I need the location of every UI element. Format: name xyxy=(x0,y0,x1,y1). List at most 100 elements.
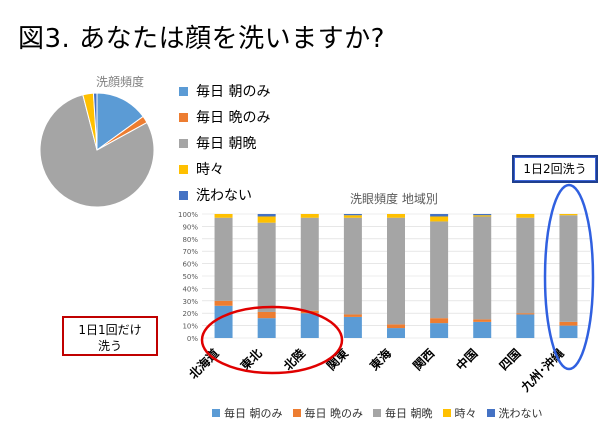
bar-segment xyxy=(430,216,449,222)
x-tick-label: 北陸 xyxy=(280,346,308,374)
pie-legend: 毎日 朝のみ 毎日 晩のみ 毎日 朝晩 時々 洗わない xyxy=(179,78,270,208)
legend-swatch-asa xyxy=(179,86,188,96)
bar-segment xyxy=(559,321,578,326)
bar-segment xyxy=(214,217,233,301)
y-tick-label: 20% xyxy=(182,310,198,318)
x-tick-label: 四国 xyxy=(497,346,524,373)
x-tick-label: 関西 xyxy=(410,346,437,373)
legend-swatch-ban xyxy=(179,112,188,122)
x-tick-label: 東北 xyxy=(237,346,265,374)
legend-label-arawanai: 洗わない xyxy=(196,188,252,204)
legend-item-asa: 毎日 朝のみ xyxy=(179,78,270,104)
y-tick-label: 40% xyxy=(182,285,198,293)
bar-segment xyxy=(473,216,492,320)
bar-segment xyxy=(430,214,449,217)
bar-segment xyxy=(257,311,276,319)
x-tick-label: 北海道 xyxy=(186,346,222,382)
bar-segment xyxy=(559,214,578,216)
bar-segment xyxy=(257,318,276,338)
bar-segment xyxy=(343,217,362,315)
bar-segment xyxy=(300,313,319,338)
bar-segment xyxy=(300,214,319,218)
bar-segment xyxy=(430,323,449,338)
bar-segment xyxy=(516,314,535,338)
pie-chart-title: 洗顔頻度 xyxy=(96,75,145,89)
bar-legend-swatch-tokidoki xyxy=(442,409,451,417)
bar-segment xyxy=(559,215,578,322)
bar-segment xyxy=(257,214,276,217)
bar-legend-label-asa: 毎日 朝のみ xyxy=(224,407,283,420)
callout-once-line2: 洗う xyxy=(97,339,122,353)
bar-segment xyxy=(516,214,535,218)
bar-legend-label-tokidoki: 時々 xyxy=(454,407,477,420)
bar-legend-swatch-arawanai xyxy=(486,409,495,417)
bar-segment xyxy=(473,319,492,322)
pie-slice-1 xyxy=(96,92,144,151)
slide-title: 図3. あなたは顔を洗いますか? xyxy=(18,24,385,54)
bar-segment xyxy=(343,214,362,216)
bar-legend-swatch-asa xyxy=(212,409,220,417)
bar-segment xyxy=(257,222,276,312)
legend-swatch-arawanai xyxy=(179,190,188,200)
x-tick-label: 関東 xyxy=(323,346,351,374)
bar-segment xyxy=(257,216,276,223)
bar-legend-label-arawanai: 洗わない xyxy=(498,407,543,420)
bar-legend-item-asaban: 毎日 朝晩 xyxy=(373,405,433,421)
bar-legend-swatch-asaban xyxy=(373,409,381,417)
bar-legend: 毎日 朝のみ 毎日 晩のみ 毎日 朝晩 時々 洗わない xyxy=(212,405,553,421)
y-tick-label: 50% xyxy=(182,273,198,281)
pie-chart xyxy=(39,92,155,208)
bar-legend-item-tokidoki: 時々 xyxy=(442,405,477,421)
bar-chart-title: 洗眼頻度 地域別 xyxy=(350,192,438,206)
bar-segment xyxy=(516,217,535,314)
y-tick-label: 30% xyxy=(182,298,198,306)
bar-segment xyxy=(387,324,405,329)
bar-legend-swatch-ban xyxy=(292,409,301,417)
callout-once-line1: 1日1回だけ xyxy=(78,323,142,337)
bar-segment xyxy=(214,300,233,306)
y-tick-label: 10% xyxy=(182,323,198,331)
bar-legend-item-ban: 毎日 晩のみ xyxy=(292,405,364,421)
x-tick-label: 中国 xyxy=(453,346,481,374)
legend-item-asaban: 毎日 朝晩 xyxy=(179,130,270,156)
legend-item-tokidoki: 時々 xyxy=(179,156,270,182)
pie-slice-5 xyxy=(92,92,98,151)
pie-slice-3 xyxy=(39,94,155,208)
bar-segment xyxy=(473,321,492,338)
bar-segment xyxy=(387,217,405,325)
x-tick-label: 九州･沖縄 xyxy=(517,346,567,396)
legend-label-asa: 毎日 朝のみ xyxy=(196,84,271,100)
bar-segment xyxy=(387,214,405,218)
bar-segment xyxy=(473,214,492,216)
legend-label-ban: 毎日 晩のみ xyxy=(196,110,271,126)
bar-segment xyxy=(473,215,492,217)
callout-twice: 1日2回洗う xyxy=(512,155,598,183)
legend-item-arawanai: 洗わない xyxy=(179,182,270,208)
highlight-ellipse-blue xyxy=(543,183,595,371)
legend-item-ban: 毎日 晩のみ xyxy=(179,104,270,130)
bar-legend-label-ban: 毎日 晩のみ xyxy=(304,407,364,420)
bar-segment xyxy=(300,217,319,311)
legend-swatch-tokidoki xyxy=(179,164,188,174)
highlight-ellipse-red xyxy=(200,305,344,375)
legend-label-tokidoki: 時々 xyxy=(196,162,224,178)
y-tick-label: 70% xyxy=(182,248,198,256)
bar-segment xyxy=(343,314,362,317)
bar-segment xyxy=(387,328,405,338)
legend-label-asaban: 毎日 朝晩 xyxy=(196,136,257,152)
bar-segment xyxy=(516,313,535,315)
bar-segment xyxy=(430,318,449,324)
bar-legend-item-arawanai: 洗わない xyxy=(486,405,543,421)
y-tick-label: 0% xyxy=(187,335,198,343)
bar-legend-item-asa: 毎日 朝のみ xyxy=(212,405,283,421)
y-tick-label: 60% xyxy=(182,261,198,269)
x-tick-label: 東海 xyxy=(367,346,395,374)
bar-segment xyxy=(430,221,449,319)
legend-swatch-asaban xyxy=(179,138,188,148)
bar-segment xyxy=(343,316,362,338)
bar-legend-label-asaban: 毎日 朝晩 xyxy=(385,407,433,420)
bar-segment xyxy=(300,310,319,314)
bar-segment xyxy=(343,215,362,218)
bar-segment xyxy=(559,325,578,338)
